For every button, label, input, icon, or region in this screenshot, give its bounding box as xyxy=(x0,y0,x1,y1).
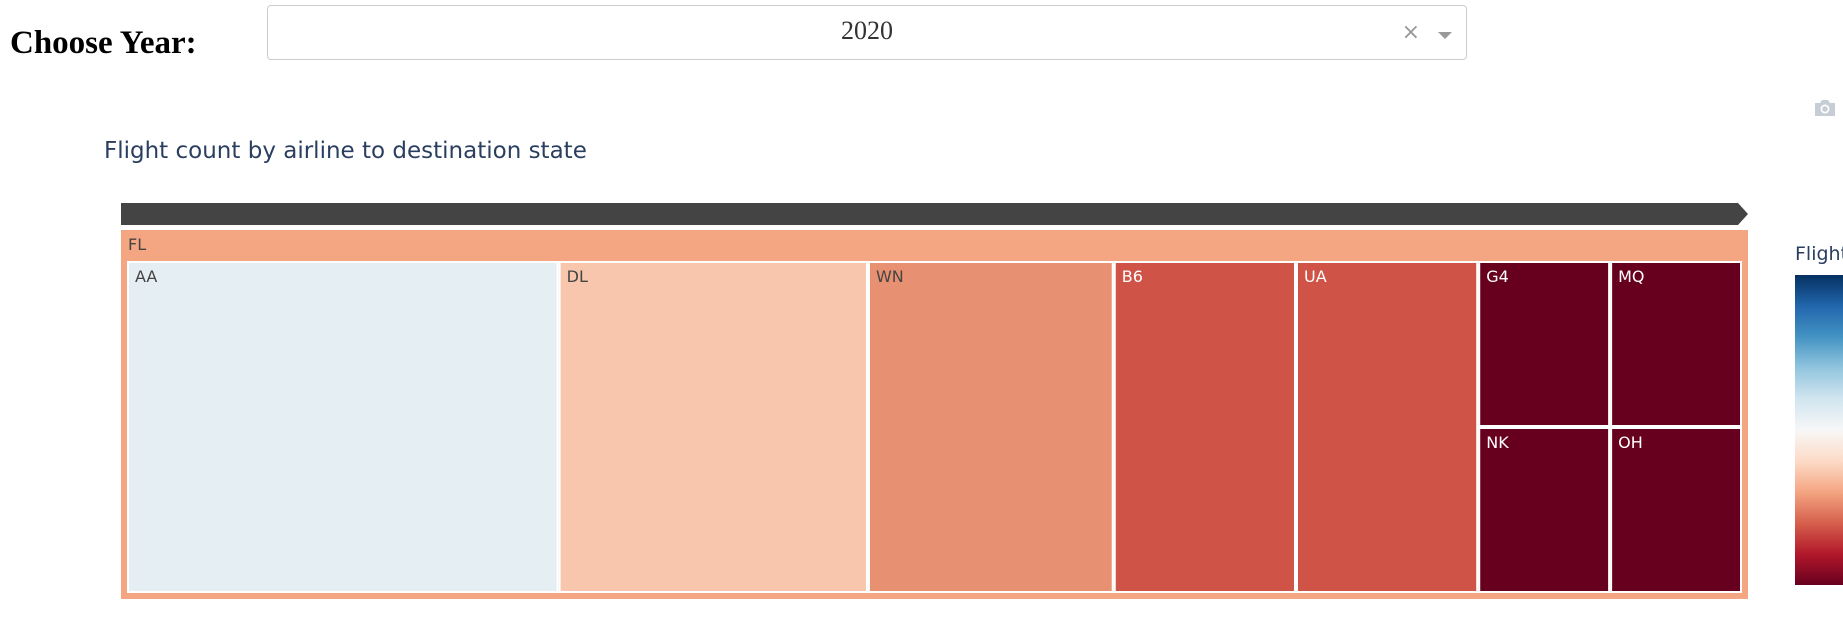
treemap-tile-dl[interactable] xyxy=(558,261,868,593)
treemap-tile-ua[interactable] xyxy=(1295,261,1479,593)
clear-icon[interactable]: × xyxy=(1401,20,1420,45)
colorbar-title: Flight xyxy=(1795,243,1843,265)
treemap-label-dl: DL xyxy=(567,267,588,286)
treemap-pathbar[interactable] xyxy=(121,203,1748,225)
treemap-chart: FL AA DL WN B6 UA G4 MQ NK OH xyxy=(121,203,1748,599)
treemap-label-oh: OH xyxy=(1618,433,1643,452)
choose-year-label: Choose Year: xyxy=(10,25,197,61)
treemap-tile-mq[interactable] xyxy=(1610,261,1743,427)
treemap-root-label: FL xyxy=(128,235,146,254)
treemap-label-mq: MQ xyxy=(1618,267,1644,286)
treemap-label-ua: UA xyxy=(1304,267,1327,286)
treemap-tile-oh[interactable] xyxy=(1610,427,1743,593)
colorbar xyxy=(1795,275,1843,585)
treemap-label-g4: G4 xyxy=(1486,267,1509,286)
treemap-label-b6: B6 xyxy=(1122,267,1143,286)
treemap-tile-nk[interactable] xyxy=(1478,427,1611,593)
treemap-tile-wn[interactable] xyxy=(867,261,1114,593)
year-dropdown[interactable]: 2020 × xyxy=(267,5,1467,60)
chevron-down-icon[interactable] xyxy=(1438,32,1452,39)
treemap-tile-g4[interactable] xyxy=(1478,261,1611,427)
treemap-tile-aa[interactable] xyxy=(127,261,559,593)
treemap-tile-b6[interactable] xyxy=(1113,261,1296,593)
treemap-label-aa: AA xyxy=(135,267,157,286)
treemap-label-nk: NK xyxy=(1486,433,1509,452)
camera-icon[interactable] xyxy=(1813,98,1837,118)
year-dropdown-value: 2020 xyxy=(841,16,893,45)
chart-title: Flight count by airline to destination s… xyxy=(104,138,587,164)
treemap-label-wn: WN xyxy=(876,267,904,286)
